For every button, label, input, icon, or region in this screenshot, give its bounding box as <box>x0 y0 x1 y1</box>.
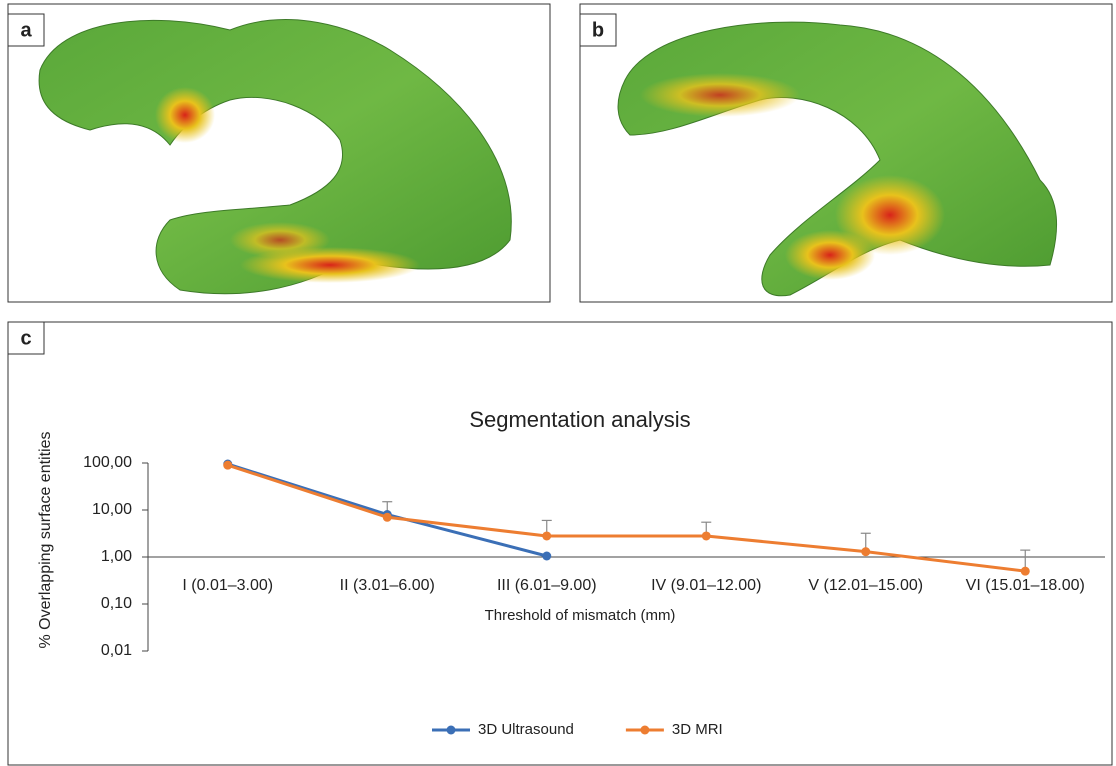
legend-marker <box>446 725 456 735</box>
chart-title: Segmentation analysis <box>469 407 690 432</box>
y-tick-label: 100,00 <box>83 454 132 471</box>
series-line <box>227 463 1026 573</box>
x-axis-label: Threshold of mismatch (mm) <box>485 607 676 624</box>
surface-render-a <box>38 19 512 295</box>
panel-label: b <box>592 19 604 41</box>
panel-label: c <box>20 327 31 349</box>
panel-label-box <box>579 13 617 47</box>
y-tick-label: 0,10 <box>101 595 132 612</box>
data-point <box>861 547 871 557</box>
y-tick-label: 1,00 <box>101 548 132 565</box>
x-tick-label: V (12.01–15.00) <box>808 577 923 594</box>
data-point <box>542 551 552 561</box>
data-point <box>382 512 392 522</box>
legend-label: 3D Ultrasound <box>478 721 574 738</box>
data-point <box>542 531 552 541</box>
y-tick-label: 10,00 <box>92 501 132 518</box>
y-axis-label: % Overlapping surface entities <box>37 432 54 649</box>
data-point <box>1020 566 1030 576</box>
x-tick-label: IV (9.01–12.00) <box>651 577 761 594</box>
legend-marker <box>640 725 650 735</box>
surface-render-b <box>617 21 1058 297</box>
panel-label-box <box>7 321 45 355</box>
x-tick-label: III (6.01–9.00) <box>497 577 597 594</box>
data-point <box>223 460 233 470</box>
x-tick-label: VI (15.01–18.00) <box>966 577 1085 594</box>
data-point <box>701 531 711 541</box>
x-tick-label: II (3.01–6.00) <box>340 577 435 594</box>
panel-label: a <box>20 19 32 41</box>
legend-label: 3D MRI <box>672 721 723 738</box>
panel-label-box <box>7 13 45 47</box>
y-tick-label: 0,01 <box>101 642 132 659</box>
panel-c <box>7 321 1113 766</box>
plot: 100,00 10,00 1,00 0,10 0,01 I (0.01–3.00) II (… <box>83 454 1105 738</box>
x-tick-label: I (0.01–3.00) <box>182 577 273 594</box>
